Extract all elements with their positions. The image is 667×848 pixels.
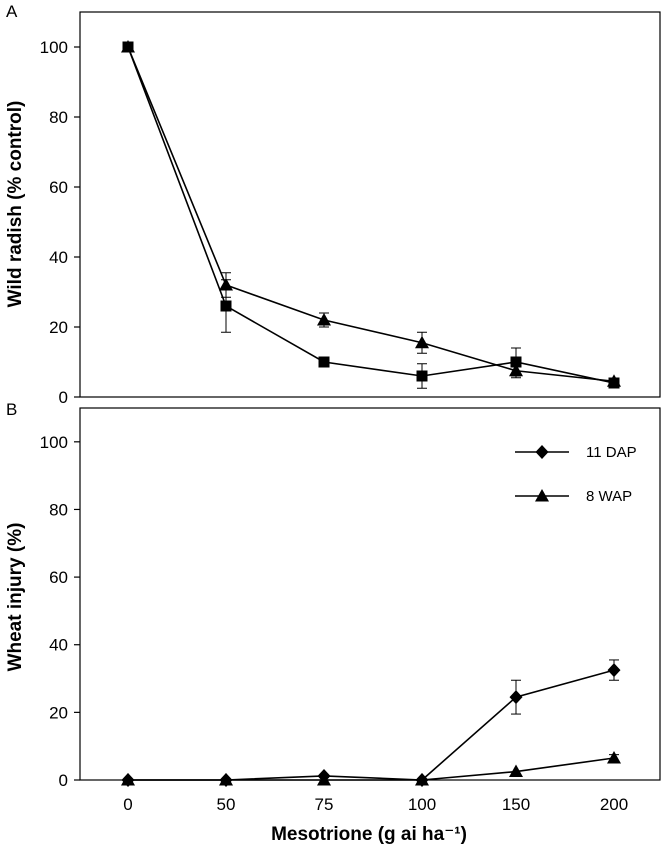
series-8-wap bbox=[121, 40, 621, 387]
legend-label: 11 DAP bbox=[586, 444, 637, 461]
panel-b-label: B bbox=[6, 400, 17, 419]
panel-b-series bbox=[121, 659, 621, 787]
panel-b-plot-frame bbox=[79, 407, 661, 781]
x-tick-label: 50 bbox=[217, 795, 236, 814]
panel-a-y-axis: 0 20 40 60 80 100 bbox=[40, 38, 80, 407]
x-tick-label: 200 bbox=[600, 795, 628, 814]
panel-a-y-axis-label: Wild radish (% control) bbox=[5, 101, 26, 308]
data-point-triangle bbox=[317, 313, 331, 326]
x-tick-label: 150 bbox=[502, 795, 530, 814]
data-point-square bbox=[220, 300, 232, 312]
data-point-triangle bbox=[121, 40, 135, 53]
legend-marker-triangle bbox=[535, 489, 549, 502]
legend-marker-diamond bbox=[535, 445, 549, 459]
x-tick-label: 0 bbox=[123, 795, 132, 814]
y-tick-label: 80 bbox=[49, 108, 68, 127]
data-point-square bbox=[318, 356, 330, 368]
series-line bbox=[128, 757, 615, 781]
y-tick-label: 60 bbox=[49, 568, 68, 587]
y-tick-label: 100 bbox=[40, 38, 68, 57]
panel-b-legend: 11 DAP 8 WAP bbox=[515, 444, 637, 505]
series-8-wap bbox=[121, 751, 621, 786]
series-line bbox=[127, 46, 615, 384]
series-line bbox=[128, 669, 615, 781]
panel-b: B 0 20 40 60 80 100 0 50 75 100 150 200 11 DAP 8 WA… bbox=[5, 400, 661, 814]
y-tick-label: 60 bbox=[49, 178, 68, 197]
data-point-triangle bbox=[219, 278, 233, 291]
data-point-triangle bbox=[509, 363, 523, 377]
data-point-diamond bbox=[509, 690, 523, 705]
data-point-triangle bbox=[121, 773, 135, 786]
panel-b-y-axis-label: Wheat injury (%) bbox=[5, 523, 26, 672]
y-tick-label: 0 bbox=[59, 388, 68, 407]
data-point-triangle bbox=[415, 773, 429, 786]
panel-a: A 0 20 40 60 80 100 Wild radish (% control) bbox=[5, 2, 661, 407]
data-point-triangle bbox=[317, 773, 331, 786]
y-tick-label: 20 bbox=[49, 318, 68, 337]
y-tick-label: 20 bbox=[49, 703, 68, 722]
data-point-triangle bbox=[415, 335, 429, 349]
data-point-square bbox=[510, 356, 522, 368]
panel-b-y-axis: 0 20 40 60 80 100 bbox=[40, 433, 80, 790]
panel-a-series bbox=[121, 40, 621, 389]
x-tick-label: 75 bbox=[315, 795, 334, 814]
y-tick-label: 100 bbox=[40, 433, 68, 452]
legend-label: 8 WAP bbox=[586, 488, 632, 505]
x-tick-label: 100 bbox=[408, 795, 436, 814]
y-tick-label: 40 bbox=[49, 636, 68, 655]
series-line bbox=[127, 46, 615, 383]
x-axis-label: Mesotrione (g ai ha⁻¹) bbox=[271, 824, 467, 845]
data-point-triangle bbox=[219, 773, 233, 786]
panel-a-plot-frame bbox=[79, 11, 661, 398]
y-tick-label: 0 bbox=[59, 771, 68, 790]
data-point-triangle bbox=[607, 751, 621, 764]
y-tick-label: 40 bbox=[49, 248, 68, 267]
data-point-triangle bbox=[509, 764, 523, 778]
data-point-square bbox=[416, 370, 428, 382]
panel-a-label: A bbox=[6, 2, 18, 21]
data-point-triangle bbox=[607, 374, 621, 387]
y-tick-label: 80 bbox=[49, 500, 68, 519]
panel-b-x-axis: 0 50 75 100 150 200 bbox=[123, 795, 628, 814]
data-point-diamond bbox=[607, 663, 621, 678]
